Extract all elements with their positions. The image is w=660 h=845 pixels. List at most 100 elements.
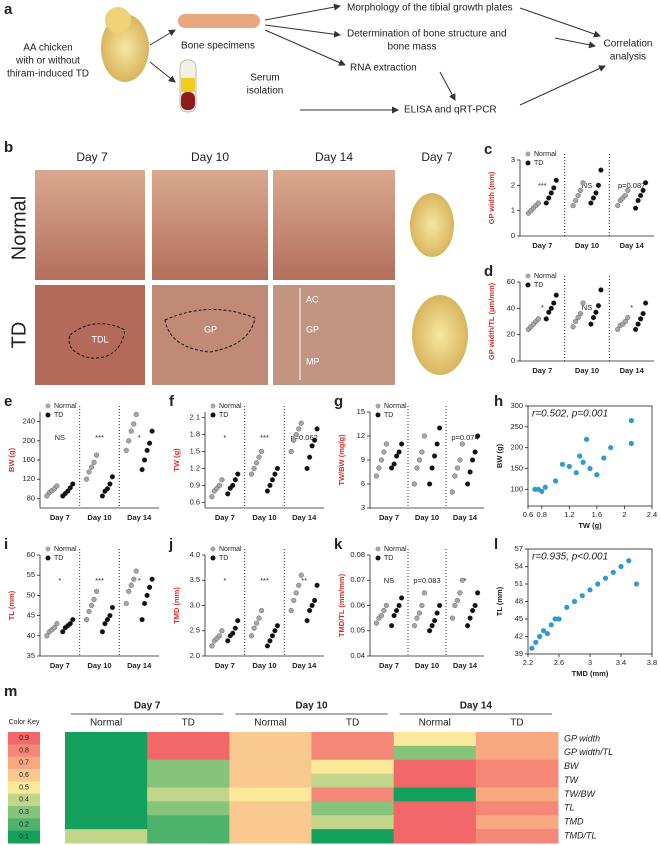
x-tick-label: Day 7 [532, 366, 552, 375]
data-point [475, 433, 481, 439]
panel-letter: e [4, 393, 12, 410]
data-point [249, 633, 255, 639]
data-point [269, 477, 275, 483]
heat-cell [393, 787, 477, 802]
data-point [225, 491, 231, 497]
data-point [421, 433, 427, 439]
legend-marker [375, 403, 381, 409]
data-point [564, 604, 570, 610]
annotation: TDL [91, 334, 108, 344]
data-point [128, 582, 134, 588]
data-point [126, 588, 132, 594]
flow-text: bone mass [388, 42, 437, 53]
data-point [94, 588, 100, 594]
heat-cell [229, 829, 312, 844]
data-point [209, 643, 215, 649]
data-point [94, 452, 100, 458]
data-point [394, 453, 400, 459]
y-tick-label: 2.5 [190, 626, 200, 635]
x-tick-label: 1.2 [564, 510, 574, 519]
plot-frame [527, 548, 653, 655]
row-label: Normal [8, 196, 30, 260]
gp-outline [164, 309, 256, 353]
y-axis-label: TMD (mm) [172, 587, 181, 624]
heat-cell [229, 732, 312, 747]
x-tick-label: Day 10 [252, 661, 276, 670]
heat-cell [311, 732, 395, 747]
heat-cell [393, 801, 477, 816]
x-tick-label: Day 14 [620, 241, 645, 250]
data-point [427, 481, 433, 487]
data-point [232, 477, 238, 483]
x-tick-label: Day 10 [252, 513, 276, 522]
x-tick-label: Day 14 [292, 513, 317, 522]
legend-label: TD [534, 282, 543, 289]
significance-label: p=0.087 [618, 181, 645, 190]
arrow [149, 29, 176, 46]
heat-cell [475, 732, 559, 747]
data-point [588, 200, 594, 206]
data-point [216, 482, 222, 488]
data-point [633, 205, 639, 211]
data-point [437, 602, 443, 609]
data-point [149, 428, 155, 434]
data-point [264, 488, 270, 494]
x-tick-label: 0.6 [523, 510, 533, 519]
data-point [307, 454, 313, 460]
arrow [519, 65, 606, 106]
day-header: Day 10 [191, 150, 229, 164]
color-key-swatch [8, 806, 40, 819]
data-point [378, 613, 384, 619]
column-label: Normal [90, 718, 122, 729]
annotation: MP [306, 356, 320, 366]
panel-letter: c [484, 141, 492, 158]
data-point [225, 638, 231, 644]
heat-cell [65, 745, 148, 761]
data-point [416, 610, 422, 616]
panel-letter: i [4, 536, 8, 553]
panel-letter: a [4, 1, 13, 18]
data-point [107, 613, 113, 619]
legend-marker [45, 412, 51, 418]
data-point [232, 625, 238, 631]
data-point [274, 465, 280, 472]
data-point [551, 185, 557, 191]
y-tick-label: 0 [511, 231, 515, 240]
x-tick-label: 3.4 [616, 658, 626, 667]
data-point [267, 638, 273, 644]
heat-cell [393, 815, 477, 830]
data-point [595, 182, 601, 188]
panel-letter: l [494, 536, 498, 553]
heat-cell [311, 759, 395, 775]
heat-cell [393, 773, 477, 788]
data-point [389, 465, 395, 471]
significance-label: *** [95, 576, 104, 585]
x-tick-label: Day 14 [453, 513, 478, 522]
data-point [298, 572, 304, 578]
y-tick-label: 200 [22, 436, 35, 445]
data-point [288, 607, 294, 614]
x-tick-label: Day 14 [127, 661, 152, 670]
heat-cell [147, 773, 230, 788]
heat-cell [311, 773, 395, 788]
data-point [288, 448, 294, 455]
data-point [625, 187, 631, 193]
data-point [449, 615, 455, 621]
legend-marker [375, 412, 381, 418]
y-tick-label: 150 [510, 463, 523, 472]
y-tick-label: 35 [27, 651, 35, 660]
y-tick-label: 0.06 [350, 600, 365, 609]
y-axis-label: TMD/TL (mm/mm) [337, 573, 346, 637]
serum-text: Serum [250, 73, 279, 84]
data-point [267, 482, 273, 488]
data-point [573, 470, 579, 476]
data-point [84, 617, 90, 623]
annotation: r=0.502, p=0.001 [532, 409, 608, 420]
heat-cell [229, 745, 312, 761]
y-axis-label: TW/BW (mg/g) [337, 434, 346, 486]
y-tick-label: 55 [27, 570, 35, 579]
data-point [454, 465, 460, 471]
data-point [472, 602, 478, 609]
data-point [219, 477, 225, 483]
significance-label: NS [582, 303, 592, 312]
